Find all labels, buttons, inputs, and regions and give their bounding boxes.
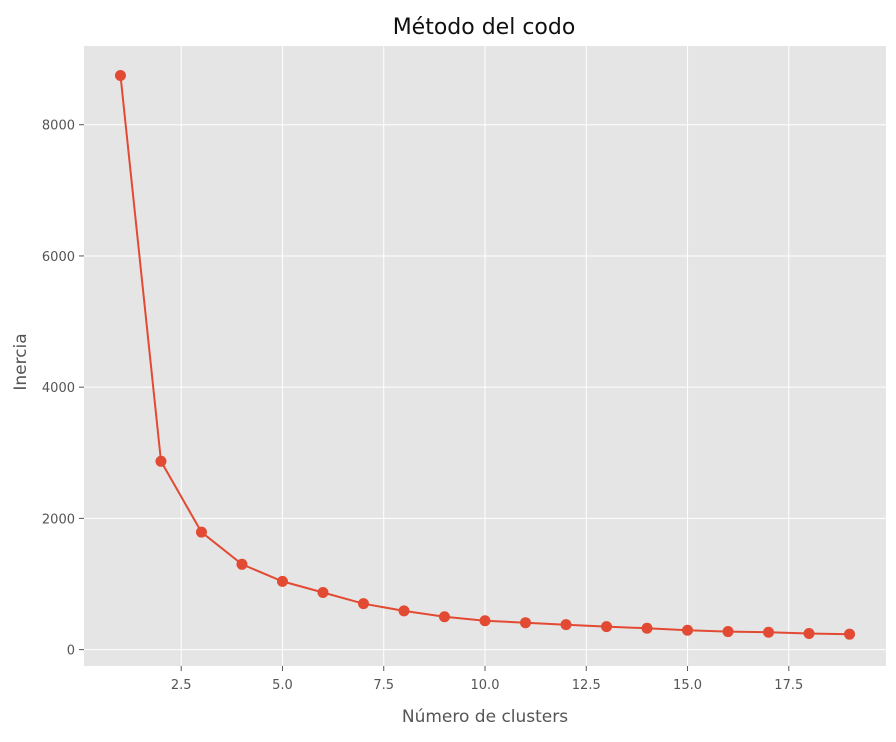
data-point [195,526,207,538]
chart-title: Método del codo [393,15,576,40]
data-point [763,626,775,638]
data-point [844,628,856,640]
x-tick-label: 7.5 [373,678,394,693]
data-point [155,455,167,467]
data-point [276,575,288,587]
y-tick-label: 0 [67,644,75,659]
grid-lines [84,46,886,666]
y-tick-label: 4000 [42,381,75,396]
data-point [641,622,653,634]
x-tick-label: 15.0 [673,678,702,693]
data-point [601,621,613,633]
x-axis-label: Número de clusters [402,707,568,727]
data-point [357,598,369,610]
data-point [682,624,694,636]
y-tick-label: 2000 [42,512,75,527]
data-point [114,70,126,82]
x-tick-label: 12.5 [572,678,601,693]
x-tick-label: 2.5 [171,678,192,693]
y-axis-label: Inercia [11,333,31,390]
data-point [317,587,329,599]
data-point [560,619,572,631]
y-axis-ticks: 0 2000 4000 6000 8000 [42,119,84,659]
data-point [722,626,734,638]
data-point [803,628,815,640]
data-series [114,70,856,640]
y-tick-label: 8000 [42,119,75,134]
data-point [438,611,450,623]
x-tick-label: 5.0 [272,678,293,693]
data-point [479,615,491,627]
data-point [236,558,248,570]
x-tick-label: 10.0 [471,678,500,693]
x-tick-label: 17.5 [774,678,803,693]
data-point [398,605,410,617]
data-point [520,617,532,629]
y-tick-label: 6000 [42,250,75,265]
x-axis-ticks: 2.5 5.0 7.5 10.0 12.5 15.0 17.5 [171,666,803,693]
